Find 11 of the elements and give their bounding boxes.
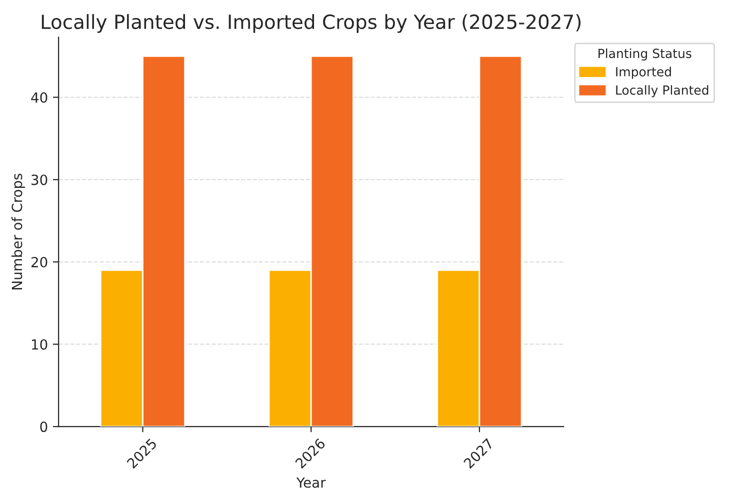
x-axis-title: Year <box>296 477 326 488</box>
legend-label: Imported <box>616 66 671 79</box>
y-tick-label: 40 <box>31 92 48 103</box>
legend-label: Locally Planted <box>616 85 708 98</box>
y-axis-title: Number of Crops <box>11 174 25 290</box>
y-tick-label: 10 <box>32 339 48 350</box>
legend-title: Planting Status <box>598 48 692 61</box>
y-tick-label: 30 <box>32 174 48 186</box>
y-tick-label: 0 <box>40 422 48 432</box>
y-tick-label: 20 <box>31 256 48 268</box>
chart-title: Locally Planted vs. Imported Crops by Year (2025-2027) <box>42 14 581 33</box>
